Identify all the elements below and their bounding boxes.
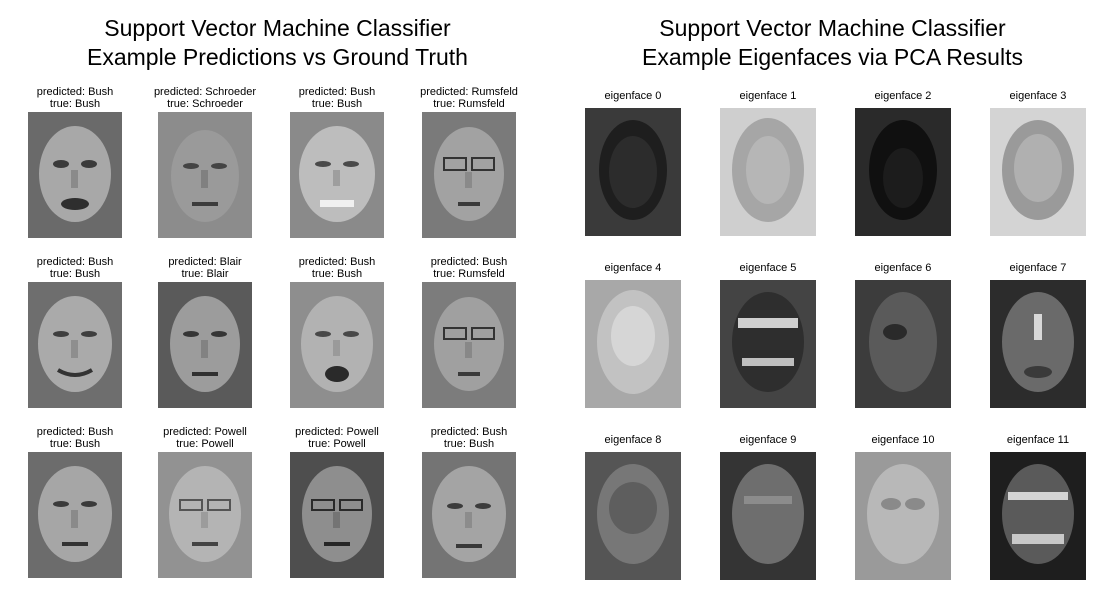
predictions-title-line2: Example Predictions vs Ground Truth	[87, 44, 468, 70]
eigenface-cell: eigenface 9	[708, 430, 828, 580]
prediction-cell: predicted: Bush true: Bush	[274, 86, 400, 241]
predictions-panel: Support Vector Machine Classifier Exampl…	[0, 14, 555, 581]
true-label: true: Powell	[176, 438, 234, 450]
face-image	[28, 452, 122, 578]
eigenface-label: eigenface 7	[1009, 262, 1067, 274]
prediction-cell: predicted: Powell true: Powell	[142, 426, 268, 581]
eigenface-cell: eigenface 7	[978, 258, 1098, 408]
true-label: true: Rumsfeld	[433, 98, 505, 110]
face-image	[28, 282, 122, 408]
predicted-label: predicted: Bush	[298, 256, 376, 268]
eigenface-cell: eigenface 4	[573, 258, 693, 408]
eigenface-cell: eigenface 3	[978, 86, 1098, 236]
prediction-cell: predicted: Blair true: Blair	[142, 256, 268, 411]
eigenface-label: eigenface 0	[604, 90, 662, 102]
eigenfaces-panel: Support Vector Machine Classifier Exampl…	[555, 0, 1110, 600]
true-label: true: Powell	[308, 438, 366, 450]
eigenface-image	[720, 108, 816, 236]
eigenface-cell: eigenface 5	[708, 258, 828, 408]
prediction-cell: predicted: Bush true: Bush	[12, 256, 138, 411]
true-label: true: Bush	[49, 98, 101, 110]
eigenface-image	[990, 452, 1086, 580]
prediction-cell: predicted: Schroeder true: Schroeder	[142, 86, 268, 241]
face-image	[158, 112, 252, 238]
predicted-label: predicted: Blair	[168, 256, 242, 268]
eigenface-image	[855, 108, 951, 236]
prediction-cell: predicted: Bush true: Bush	[12, 426, 138, 581]
face-image	[422, 452, 516, 578]
predicted-label: predicted: Bush	[430, 426, 508, 438]
face-image	[422, 282, 516, 408]
eigenface-label: eigenface 10	[871, 434, 935, 446]
eigenface-cell: eigenface 2	[843, 86, 963, 236]
eigenface-label: eigenface 3	[1009, 90, 1067, 102]
predicted-label: predicted: Rumsfeld	[420, 86, 518, 98]
eigenface-cell: eigenface 0	[573, 86, 693, 236]
eigenface-label: eigenface 5	[739, 262, 797, 274]
face-image	[28, 112, 122, 238]
eigenface-image	[990, 108, 1086, 236]
eigenface-label: eigenface 11	[1006, 434, 1070, 446]
face-image	[290, 452, 384, 578]
predicted-label: predicted: Powell	[163, 426, 247, 438]
eigenface-label: eigenface 6	[874, 262, 932, 274]
eigenface-label: eigenface 8	[604, 434, 662, 446]
true-label: true: Rumsfeld	[433, 268, 505, 280]
eigenface-cell: eigenface 8	[573, 430, 693, 580]
eigenface-label: eigenface 4	[604, 262, 662, 274]
predicted-label: predicted: Bush	[298, 86, 376, 98]
prediction-cell: predicted: Powell true: Powell	[274, 426, 400, 581]
eigenface-label: eigenface 9	[739, 434, 797, 446]
predicted-label: predicted: Bush	[430, 256, 508, 268]
eigenface-cell: eigenface 10	[843, 430, 963, 580]
predicted-label: predicted: Bush	[36, 426, 114, 438]
eigenface-image	[585, 452, 681, 580]
predictions-title: Support Vector Machine Classifier Exampl…	[0, 14, 555, 72]
eigenface-image	[855, 452, 951, 580]
eigenface-image	[990, 280, 1086, 408]
eigenface-label: eigenface 2	[874, 90, 932, 102]
eigenface-image	[720, 452, 816, 580]
eigenface-cell: eigenface 6	[843, 258, 963, 408]
predicted-label: predicted: Bush	[36, 86, 114, 98]
face-image	[158, 282, 252, 408]
face-image	[158, 452, 252, 578]
prediction-cell: predicted: Bush true: Rumsfeld	[406, 256, 532, 411]
eigenface-cell: eigenface 11	[978, 430, 1098, 580]
true-label: true: Bush	[311, 98, 363, 110]
true-label: true: Bush	[443, 438, 495, 450]
face-image	[290, 282, 384, 408]
true-label: true: Bush	[311, 268, 363, 280]
predicted-label: predicted: Powell	[295, 426, 379, 438]
eigenface-image	[585, 108, 681, 236]
eigenfaces-title: Support Vector Machine Classifier Exampl…	[555, 14, 1110, 72]
predictions-title-line1: Support Vector Machine Classifier	[104, 15, 451, 41]
predicted-label: predicted: Bush	[36, 256, 114, 268]
true-label: true: Schroeder	[167, 98, 243, 110]
prediction-cell: predicted: Bush true: Bush	[406, 426, 532, 581]
eigenfaces-title-line1: Support Vector Machine Classifier	[659, 15, 1006, 41]
face-image	[290, 112, 384, 238]
true-label: true: Bush	[49, 268, 101, 280]
true-label: true: Blair	[181, 268, 229, 280]
predicted-label: predicted: Schroeder	[153, 86, 257, 98]
prediction-cell: predicted: Rumsfeld true: Rumsfeld	[406, 86, 532, 241]
eigenface-image	[585, 280, 681, 408]
eigenfaces-title-line2: Example Eigenfaces via PCA Results	[642, 44, 1023, 70]
prediction-cell: predicted: Bush true: Bush	[274, 256, 400, 411]
true-label: true: Bush	[49, 438, 101, 450]
prediction-cell: predicted: Bush true: Bush	[12, 86, 138, 241]
eigenface-label: eigenface 1	[739, 90, 797, 102]
eigenface-image	[855, 280, 951, 408]
eigenface-cell: eigenface 1	[708, 86, 828, 236]
eigenface-image	[720, 280, 816, 408]
face-image	[422, 112, 516, 238]
